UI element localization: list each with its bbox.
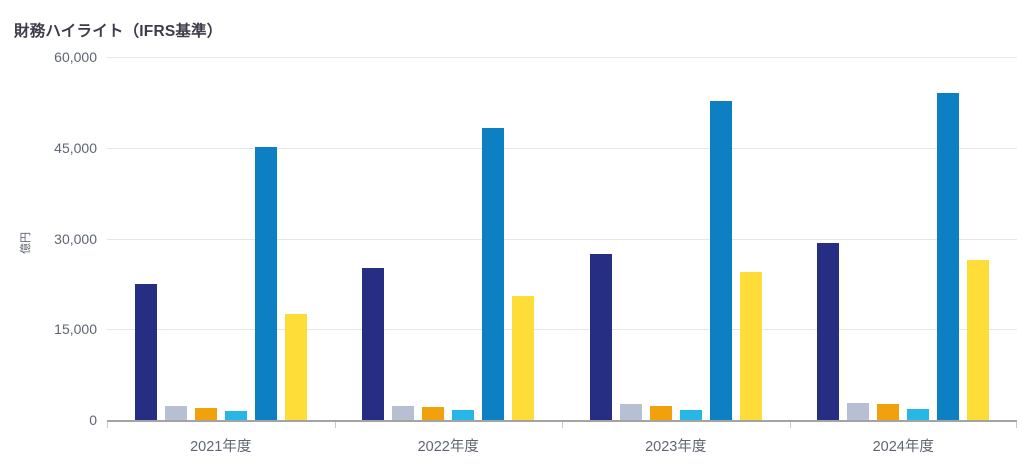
y-tick-label: 60,000 (54, 49, 97, 65)
bar-group-2022年度 (335, 57, 563, 420)
bar-series-6-yellow-2024年度[interactable] (967, 259, 990, 420)
x-axis-tick (562, 422, 563, 428)
bar-group-2023年度 (562, 57, 790, 420)
x-axis-tick (334, 422, 336, 428)
bar-series-6-yellow-2022年度[interactable] (512, 296, 535, 420)
plot-area: 2021年度 2022年度 2023年度 2024年度 (107, 57, 1018, 455)
x-axis-tick (107, 422, 108, 428)
y-tick-label: 0 (89, 412, 97, 428)
bar-series-1-navy-2024年度[interactable] (817, 242, 840, 420)
bar-series-6-yellow-2023年度[interactable] (739, 271, 762, 420)
gridline (107, 329, 1017, 331)
bar-series-3-orange-2022年度[interactable] (422, 407, 445, 420)
y-axis-labels: 60,000 45,000 30,000 15,000 0 (0, 50, 97, 427)
gridline (107, 57, 1017, 58)
bar-series-2-gray-2022年度[interactable] (392, 405, 415, 420)
bar-series-4-cyan-2023年度[interactable] (679, 410, 702, 420)
y-tick-label: 45,000 (54, 139, 97, 156)
x-axis-tick (789, 422, 791, 428)
y-tick-label: 30,000 (54, 230, 97, 247)
bar-group-2024年度 (790, 57, 1018, 420)
bar-series-4-cyan-2021年度[interactable] (224, 410, 247, 420)
gridline (107, 238, 1017, 240)
chart-title: 財務ハイライト（IFRS基準） (14, 23, 223, 40)
bar-series-3-orange-2024年度[interactable] (877, 404, 900, 420)
bar-series-6-yellow-2021年度[interactable] (284, 313, 307, 420)
bar-series-1-navy-2023年度[interactable] (589, 253, 612, 420)
bar-series-4-cyan-2022年度[interactable] (452, 410, 475, 420)
x-axis-label: 2023年度 (645, 439, 707, 455)
bar-series-1-navy-2022年度[interactable] (362, 268, 385, 420)
bar-group-2021年度 (107, 57, 335, 420)
bar-series-2-gray-2024年度[interactable] (847, 403, 870, 420)
bar-series-5-blue-2024年度[interactable] (937, 93, 960, 420)
x-axis-line (107, 420, 1017, 422)
bar-series-5-blue-2023年度[interactable] (709, 101, 732, 420)
bar-series-3-orange-2023年度[interactable] (649, 405, 672, 420)
bar-series-2-gray-2021年度[interactable] (164, 406, 187, 420)
x-axis-label: 2021年度 (190, 439, 252, 455)
x-axis-label: 2024年度 (872, 439, 934, 455)
bar-series-5-blue-2022年度[interactable] (482, 128, 505, 420)
bar-series-3-orange-2021年度[interactable] (194, 407, 217, 420)
bar-series-5-blue-2021年度[interactable] (254, 146, 277, 420)
x-axis-label: 2022年度 (417, 439, 479, 455)
gridline (107, 147, 1017, 149)
x-axis-tick (1016, 422, 1017, 428)
bar-series-4-cyan-2024年度[interactable] (907, 408, 930, 420)
bar-series-1-navy-2021年度[interactable] (134, 283, 157, 420)
bar-series-2-gray-2023年度[interactable] (619, 404, 642, 420)
y-tick-label: 15,000 (54, 321, 97, 338)
